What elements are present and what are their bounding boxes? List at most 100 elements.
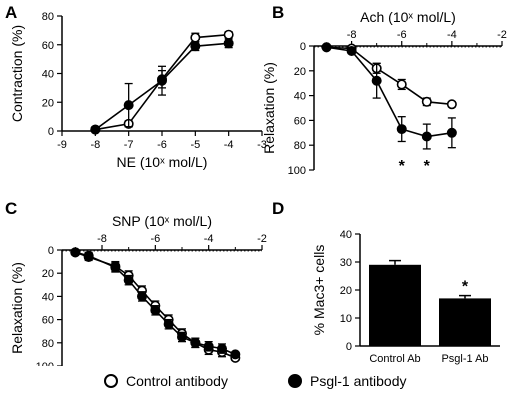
- data-point: [230, 349, 241, 360]
- data-point: [163, 319, 174, 330]
- y-tick-label: 60: [42, 40, 54, 52]
- panel-c: C 0 20 40 60 80 100 -8 -6 -4 -2 SNP (10ˣ mol/L) Rela…: [5, 199, 267, 366]
- data-point: [321, 42, 332, 53]
- data-point: [150, 305, 161, 316]
- bar: [369, 264, 421, 346]
- x-tick-label: -3: [257, 139, 267, 151]
- y-tick-label: 0: [346, 341, 352, 353]
- x-tick-label: -9: [57, 139, 67, 151]
- y-axis-label: Relaxation (%): [261, 62, 277, 154]
- series-line: [326, 46, 452, 106]
- legend: Control antibody Psgl-1 antibody: [0, 366, 520, 396]
- x-tick-label: Psgl-1 Ab: [441, 353, 488, 365]
- data-point: [190, 32, 201, 43]
- x-tick-label: -6: [157, 139, 167, 151]
- x-tick-label: -8: [90, 139, 100, 151]
- y-tick-label: 100: [288, 165, 306, 177]
- series-psgl: [90, 38, 234, 135]
- data-point: [83, 250, 94, 261]
- data-point: [90, 124, 101, 135]
- y-tick-label: 30: [340, 257, 352, 269]
- data-point: [396, 79, 407, 90]
- data-point: [190, 41, 201, 52]
- y-tick-label: 60: [42, 315, 54, 327]
- x-tick-label: -2: [497, 29, 507, 41]
- y-tick-label: 20: [42, 97, 54, 109]
- series-psgl: [70, 247, 241, 360]
- bar: [439, 298, 491, 346]
- y-tick-label: 40: [42, 69, 54, 81]
- data-point: [177, 331, 188, 342]
- panel-b: B 0 20 40 60 80 100 -8 -6 -4 -2 Ach (10ˣ mol/L) Rela…: [261, 3, 507, 177]
- panel-label-d: D: [272, 199, 284, 218]
- y-tick-label: 60: [294, 115, 306, 127]
- data-point: [421, 96, 432, 107]
- y-tick-label: 10: [340, 313, 352, 325]
- significance-star: *: [399, 158, 406, 175]
- data-point: [110, 262, 121, 273]
- significance-star: *: [462, 279, 469, 296]
- open-circle-icon: [104, 374, 118, 388]
- x-tick-label: -6: [397, 29, 407, 41]
- data-point: [223, 29, 234, 40]
- x-tick-label: Control Ab: [369, 353, 420, 365]
- panel-d: D 0 10 20 30 40 Control Ab Psgl-1 Ab * % Mac3+ ce…: [272, 199, 500, 365]
- data-point: [446, 99, 457, 110]
- y-tick-label: 0: [300, 41, 306, 53]
- legend-label-control: Control antibody: [126, 373, 228, 389]
- data-point: [371, 75, 382, 86]
- x-tick-label: -8: [97, 233, 107, 245]
- y-tick-label: 80: [294, 140, 306, 152]
- data-point: [190, 337, 201, 348]
- y-tick-label: 80: [42, 338, 54, 350]
- x-tick-label: -6: [150, 233, 160, 245]
- x-axis-label: NE (10ˣ mol/L): [117, 154, 208, 170]
- data-point: [123, 275, 134, 286]
- y-axis-label: Contraction (%): [9, 25, 25, 122]
- data-point: [70, 247, 81, 258]
- panel-a: A 0 20 40 60 80 -9 -8 -7 -6 -5 -4 -3 NE (10ˣ mol/L) Co…: [5, 3, 267, 170]
- figure-canvas: A 0 20 40 60 80 -9 -8 -7 -6 -5 -4 -3 NE (10ˣ mol/L) Co…: [5, 3, 507, 366]
- y-tick-label: 80: [42, 11, 54, 23]
- y-axis-label: Relaxation (%): [9, 262, 25, 354]
- x-tick-label: -4: [224, 139, 234, 151]
- x-tick-label: -2: [257, 233, 267, 245]
- y-tick-label: 20: [42, 268, 54, 280]
- y-tick-label: 40: [294, 91, 306, 103]
- legend-item-psgl: Psgl-1 antibody: [288, 366, 407, 396]
- panel-label-c: C: [5, 199, 17, 218]
- series-control: [321, 42, 457, 110]
- x-axis-label: SNP (10ˣ mol/L): [112, 213, 212, 229]
- data-point: [137, 291, 148, 302]
- data-point: [217, 343, 228, 354]
- significance-star: *: [424, 158, 431, 175]
- x-axis-label: Ach (10ˣ mol/L): [360, 9, 456, 25]
- data-point: [223, 38, 234, 49]
- x-tick-label: -4: [204, 233, 214, 245]
- y-axis-label: % Mac3+ cells: [311, 245, 327, 336]
- y-tick-label: 20: [294, 66, 306, 78]
- y-tick-label: 40: [340, 229, 352, 241]
- y-tick-label: 20: [340, 285, 352, 297]
- data-point: [396, 124, 407, 135]
- data-point: [123, 100, 134, 111]
- x-tick-label: -4: [447, 29, 457, 41]
- data-point: [203, 341, 214, 352]
- y-tick-label: 100: [36, 361, 54, 366]
- x-tick-label: -7: [124, 139, 134, 151]
- x-tick-label: -8: [347, 29, 357, 41]
- data-point: [346, 45, 357, 56]
- panel-label-a: A: [5, 3, 17, 22]
- data-point: [446, 127, 457, 138]
- panel-label-b: B: [272, 3, 284, 22]
- legend-label-psgl: Psgl-1 antibody: [310, 373, 407, 389]
- x-tick-label: -5: [190, 139, 200, 151]
- legend-item-control: Control antibody: [104, 366, 228, 396]
- data-point: [157, 75, 168, 86]
- data-point: [421, 131, 432, 142]
- y-tick-label: 0: [48, 245, 54, 257]
- y-tick-label: 40: [42, 291, 54, 303]
- series-line: [326, 46, 452, 138]
- series-psgl: [321, 42, 457, 150]
- filled-circle-icon: [288, 374, 302, 388]
